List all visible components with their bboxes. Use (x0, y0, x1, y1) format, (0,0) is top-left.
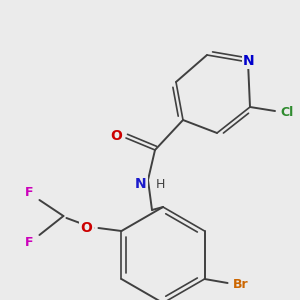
Text: N: N (135, 177, 147, 191)
Text: N: N (243, 54, 255, 68)
Text: Br: Br (233, 278, 248, 290)
Text: F: F (25, 236, 34, 248)
Text: H: H (155, 178, 165, 190)
Text: F: F (25, 185, 34, 199)
Text: O: O (80, 221, 92, 235)
Text: Cl: Cl (280, 106, 294, 118)
Text: O: O (110, 129, 122, 143)
